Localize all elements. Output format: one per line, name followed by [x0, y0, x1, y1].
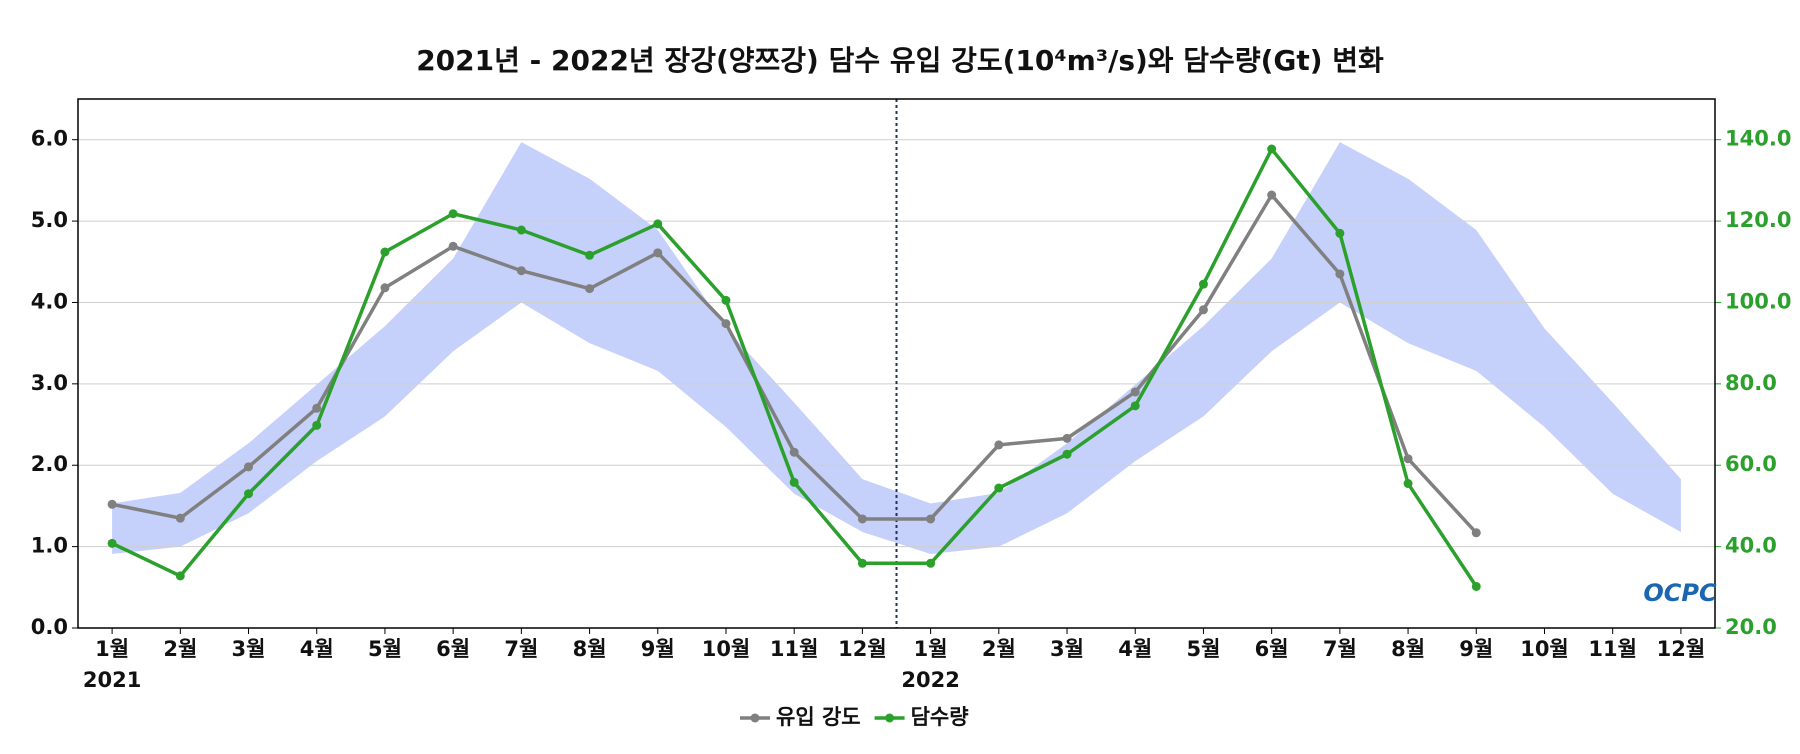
series-point [448, 241, 458, 251]
series-point [1198, 305, 1208, 315]
series-point [789, 447, 799, 457]
series-point [244, 489, 254, 499]
x-tick-label: 12월 [838, 637, 887, 661]
y2-tick-label: 20.0 [1725, 615, 1777, 639]
x-tick-label: 7월 [1323, 637, 1357, 661]
x-tick-label: 10월 [1520, 637, 1569, 661]
series-point [244, 462, 254, 472]
x-tick-label: 5월 [1186, 637, 1220, 661]
chart-title: 2021년 - 2022년 장강(양쯔강) 담수 유입 강도(10⁴m³/s)와… [416, 44, 1384, 77]
series-point [926, 558, 936, 568]
y2-tick-label: 120.0 [1725, 208, 1791, 232]
series-point [1130, 387, 1140, 397]
x-tick-label: 7월 [504, 637, 538, 661]
series-point [585, 250, 595, 260]
series-point [1335, 269, 1345, 279]
series-point [653, 219, 663, 229]
series-point [1062, 433, 1072, 443]
series-point [175, 571, 185, 581]
x-tick-label: 5월 [368, 637, 402, 661]
logo: OCPC [1643, 579, 1717, 607]
y-tick-label: 2.0 [31, 452, 68, 476]
series-point [107, 499, 117, 509]
x-tick-label: 8월 [573, 637, 607, 661]
x-tick-label: 9월 [641, 637, 675, 661]
series-point [994, 483, 1004, 493]
x-tick-label: 2월 [163, 637, 197, 661]
series-point [994, 440, 1004, 450]
y-tick-label: 6.0 [31, 127, 68, 151]
legend-label: 유입 강도 [776, 705, 861, 729]
series-point [857, 558, 867, 568]
series-point [1198, 279, 1208, 289]
series-point [1267, 144, 1277, 154]
series-point [1267, 190, 1277, 200]
y-tick-label: 1.0 [31, 534, 68, 558]
y2-tick-label: 80.0 [1725, 371, 1777, 395]
y2-tick-label: 60.0 [1725, 452, 1777, 476]
x-tick-label: 11월 [1588, 637, 1637, 661]
series-point [1471, 581, 1481, 591]
series-point [1130, 401, 1140, 411]
x-tick-label: 1월 [95, 637, 129, 661]
x-tick-label: 3월 [232, 637, 266, 661]
year-label: 2021 [83, 668, 141, 692]
series-point [1062, 449, 1072, 459]
series-line [111, 145, 1478, 588]
x-tick-label: 4월 [300, 637, 334, 661]
series-point [1335, 228, 1345, 238]
series-point [585, 284, 595, 294]
series-point [312, 403, 322, 413]
series-point [789, 477, 799, 487]
x-tick-label: 3월 [1050, 637, 1084, 661]
series-point [448, 209, 458, 219]
x-tick-label: 10월 [702, 637, 751, 661]
series-point [516, 266, 526, 276]
series-point [721, 295, 731, 305]
series-point [653, 248, 663, 258]
x-tick-label: 11월 [770, 637, 819, 661]
x-tick-label: 6월 [436, 637, 470, 661]
plot-frame [77, 98, 1716, 629]
x-tick-label: 1월 [914, 637, 948, 661]
y2-tick-label: 100.0 [1725, 289, 1791, 313]
series-point [857, 514, 867, 524]
legend-marker [750, 713, 760, 723]
y-tick-label: 3.0 [31, 371, 68, 395]
series-point [107, 538, 117, 548]
y2-tick-label: 40.0 [1725, 534, 1777, 558]
x-tick-label: 9월 [1459, 637, 1493, 661]
x-tick-label: 12월 [1657, 637, 1706, 661]
y-tick-label: 4.0 [31, 289, 68, 313]
y2-tick-label: 140.0 [1725, 127, 1791, 151]
series-point [721, 319, 731, 329]
series-point [380, 247, 390, 257]
series-point [1403, 479, 1413, 489]
legend-label: 담수량 [911, 705, 969, 729]
x-tick-label: 2월 [982, 637, 1016, 661]
x-tick-label: 8월 [1391, 637, 1425, 661]
series-point [312, 420, 322, 430]
series-point [516, 225, 526, 235]
x-tick-label: 4월 [1118, 637, 1152, 661]
y-tick-label: 0.0 [31, 615, 68, 639]
series-point [380, 283, 390, 293]
series-point [1403, 454, 1413, 464]
range-band [112, 142, 1681, 554]
series-point [1471, 528, 1481, 538]
x-tick-label: 6월 [1255, 637, 1289, 661]
legend-marker [885, 713, 895, 723]
series-point [926, 514, 936, 524]
year-label: 2022 [901, 668, 959, 692]
y-tick-label: 5.0 [31, 208, 68, 232]
series-point [175, 513, 185, 523]
